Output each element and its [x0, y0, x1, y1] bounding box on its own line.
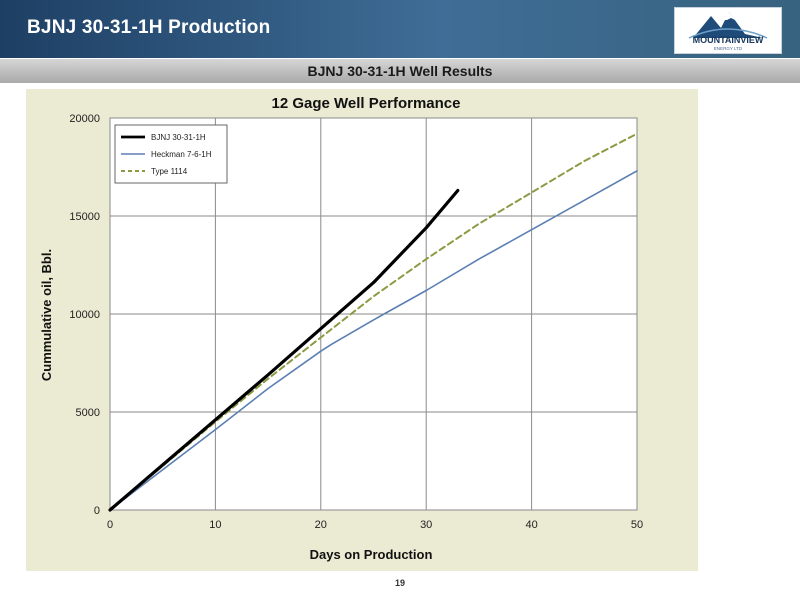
grid-lines [109, 117, 638, 511]
legend-label: Type 1114 [151, 167, 188, 176]
legend: BJNJ 30-31-1H Heckman 7-6-1H Type 1114 [114, 124, 228, 184]
svg-text:ENERGY LTD: ENERGY LTD [714, 46, 743, 51]
x-tick-label: 50 [631, 519, 643, 531]
company-logo: MOUNTAINVIEW ENERGY LTD [674, 7, 782, 54]
x-tick-label: 40 [525, 519, 537, 531]
axis-ticks: 0 10 20 30 40 50 0 5000 10000 15000 20000 [69, 113, 643, 531]
header-bar: BJNJ 30-31-1H Production MOUNTAINVIEW EN… [0, 0, 800, 58]
page-number: 19 [394, 578, 405, 588]
x-tick-label: 30 [420, 519, 432, 531]
y-axis-title: Cummulative oil, Bbl. [39, 249, 54, 381]
line-chart: 12 Gage Well Performance 0 10 20 30 40 50 0 500… [26, 89, 698, 571]
chart-container: 12 Gage Well Performance 0 10 20 30 40 50 0 500… [26, 89, 698, 571]
subheader-bar: BJNJ 30-31-1H Well Results [0, 59, 800, 83]
x-tick-label: 0 [107, 519, 113, 531]
series-line-heckman-7-6-1h [109, 170, 638, 511]
y-tick-label: 20000 [69, 113, 100, 125]
y-tick-label: 10000 [69, 309, 100, 321]
x-tick-label: 10 [209, 519, 221, 531]
y-tick-label: 15000 [69, 211, 100, 223]
y-tick-label: 5000 [76, 407, 100, 419]
series-layer [108, 132, 638, 512]
svg-text:MOUNTAINVIEW: MOUNTAINVIEW [693, 35, 764, 45]
section-title: BJNJ 30-31-1H Well Results [307, 63, 493, 79]
legend-label: Heckman 7-6-1H [151, 150, 212, 159]
legend-label: BJNJ 30-31-1H [151, 133, 206, 142]
series-line-bjnj-30-31-1h [108, 188, 460, 512]
x-tick-label: 20 [315, 519, 327, 531]
chart-title: 12 Gage Well Performance [272, 95, 461, 112]
x-axis-title: Days on Production [310, 547, 433, 562]
page-title: BJNJ 30-31-1H Production [27, 17, 271, 38]
y-tick-label: 0 [94, 505, 100, 517]
